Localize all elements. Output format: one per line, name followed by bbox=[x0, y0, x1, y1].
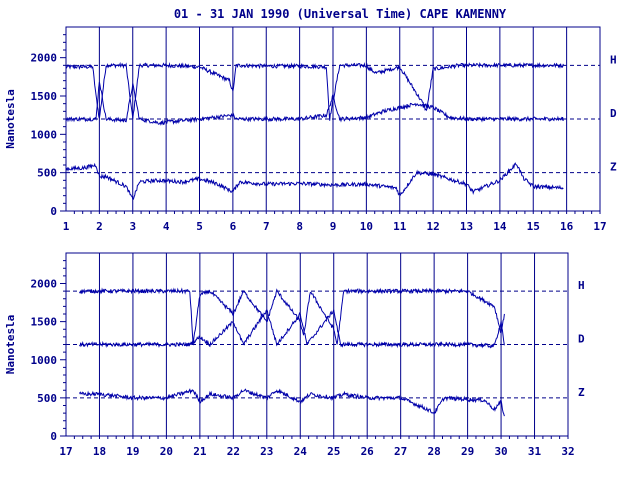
y-tick-label: 1000 bbox=[31, 354, 58, 367]
x-tick-label: 18 bbox=[93, 445, 106, 458]
x-tick-label: 27 bbox=[394, 445, 407, 458]
y-tick-label: 500 bbox=[37, 392, 57, 405]
x-tick-label: 15 bbox=[527, 220, 540, 233]
x-tick-label: 25 bbox=[327, 445, 340, 458]
x-tick-label: 1 bbox=[63, 220, 70, 233]
component-label-H: H bbox=[578, 279, 585, 292]
trace-Z bbox=[65, 162, 564, 200]
x-tick-label: 7 bbox=[263, 220, 270, 233]
x-tick-label: 24 bbox=[294, 445, 308, 458]
x-tick-label: 19 bbox=[126, 445, 139, 458]
x-tick-label: 12 bbox=[427, 220, 440, 233]
y-tick-label: 1500 bbox=[31, 316, 58, 329]
trace-D bbox=[65, 81, 564, 126]
x-tick-label: 3 bbox=[129, 220, 136, 233]
x-tick-label: 28 bbox=[428, 445, 441, 458]
x-tick-label: 17 bbox=[593, 220, 606, 233]
panel-days-17-31: 17 18 19 20 21 22 23 24 25 26 27 28 29 30 31 32 0 500 1000… bbox=[4, 252, 585, 458]
x-tick-label: 5 bbox=[196, 220, 203, 233]
component-label-D: D bbox=[578, 333, 585, 346]
x-tick-label: 23 bbox=[260, 445, 273, 458]
y-tick-label: 1500 bbox=[31, 90, 58, 103]
panel-days-1-16: 1 2 3 4 5 6 7 8 9 10 11 12 13 14 15 16 17050010001500200… bbox=[4, 26, 617, 233]
x-tick-label: 20 bbox=[160, 445, 173, 458]
trace-H bbox=[78, 287, 505, 345]
x-tick-label: 10 bbox=[360, 220, 373, 233]
trace-Z bbox=[78, 388, 505, 417]
x-tick-label: 13 bbox=[460, 220, 473, 233]
x-tick-label: 31 bbox=[528, 445, 542, 458]
y-tick-label: 1000 bbox=[31, 128, 58, 141]
y-axis-label: Nanotesla bbox=[4, 89, 17, 149]
x-tick-label: 17 bbox=[59, 445, 72, 458]
y-tick-label: 2000 bbox=[31, 52, 58, 65]
x-tick-label: 32 bbox=[561, 445, 574, 458]
x-tick-label: 8 bbox=[296, 220, 303, 233]
x-tick-label: 2 bbox=[96, 220, 103, 233]
chart-title: 01 - 31 JAN 1990 (Universal Time) CAPE K… bbox=[173, 7, 507, 21]
x-tick-label: 22 bbox=[227, 445, 240, 458]
trace-D bbox=[78, 308, 505, 349]
trace-H bbox=[65, 61, 564, 121]
x-tick-label: 11 bbox=[393, 220, 407, 233]
component-label-Z: Z bbox=[578, 386, 585, 399]
y-tick-label: 2000 bbox=[31, 278, 58, 291]
y-axis-label: Nanotesla bbox=[4, 315, 17, 375]
y-tick-label: 500 bbox=[37, 167, 57, 180]
component-label-D: D bbox=[610, 107, 617, 120]
component-label-Z: Z bbox=[610, 161, 617, 174]
x-tick-label: 14 bbox=[493, 220, 507, 233]
x-tick-label: 16 bbox=[560, 220, 574, 233]
component-label-H: H bbox=[610, 53, 617, 66]
x-tick-label: 6 bbox=[230, 220, 237, 233]
x-tick-label: 29 bbox=[461, 445, 474, 458]
y-tick-label: 0 bbox=[50, 430, 57, 443]
y-tick-label: 0 bbox=[50, 205, 57, 218]
x-tick-label: 4 bbox=[163, 220, 170, 233]
x-tick-label: 9 bbox=[330, 220, 337, 233]
x-tick-label: 21 bbox=[193, 445, 207, 458]
x-tick-label: 30 bbox=[494, 445, 507, 458]
x-tick-label: 26 bbox=[361, 445, 375, 458]
